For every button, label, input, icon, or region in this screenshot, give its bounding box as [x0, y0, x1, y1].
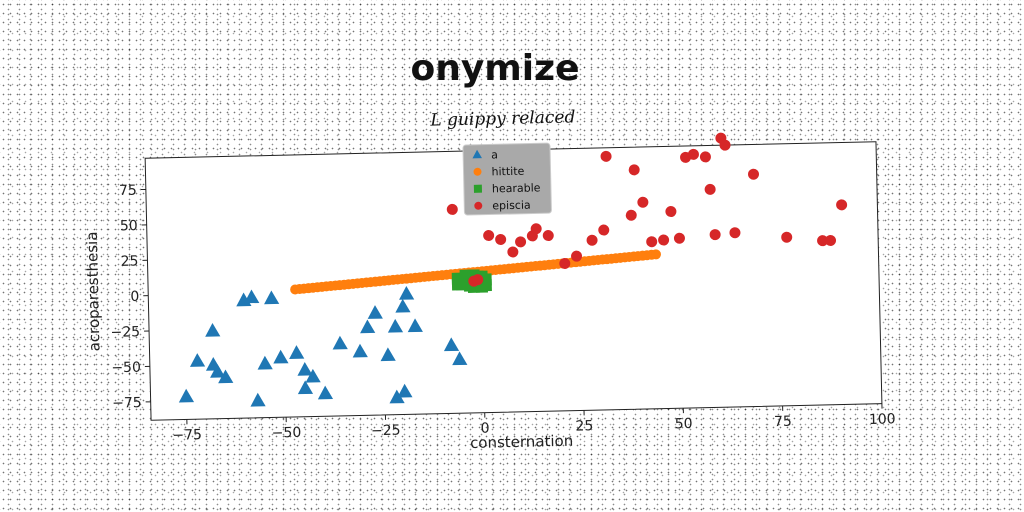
data-points — [178, 132, 848, 407]
legend-label-episcia: episcia — [492, 199, 531, 213]
point-episcia — [836, 199, 848, 211]
legend-marker-hittite — [473, 167, 482, 176]
legend-marker-hearable — [473, 184, 483, 193]
legend-label-hittite: hittite — [491, 165, 524, 179]
point-a — [257, 355, 273, 370]
point-a — [297, 380, 314, 395]
point-episcia — [625, 209, 637, 221]
point-episcia — [817, 235, 829, 247]
point-episcia — [571, 250, 583, 262]
x-tick-label: 0 — [480, 421, 489, 437]
point-a — [317, 385, 334, 400]
point-a — [443, 337, 460, 352]
y-tick-label: 0 — [130, 289, 139, 305]
point-a — [367, 305, 383, 319]
point-a — [264, 290, 280, 305]
point-hittite — [650, 249, 661, 260]
point-a — [389, 389, 405, 404]
y-tick-label: −75 — [112, 395, 142, 412]
point-episcia — [586, 234, 598, 246]
point-a — [250, 392, 266, 407]
point-a — [407, 318, 423, 333]
point-a — [210, 363, 226, 378]
point-a — [399, 286, 415, 300]
point-episcia — [637, 196, 649, 208]
point-a — [332, 335, 348, 350]
point-episcia — [542, 230, 554, 242]
point-a — [380, 347, 396, 362]
point-hearable — [451, 278, 465, 291]
point-episcia — [729, 227, 741, 239]
point-a — [289, 345, 305, 359]
point-episcia — [704, 183, 716, 195]
y-axis-label: acroparesthesia — [83, 231, 104, 351]
y-tick-label: 25 — [120, 253, 138, 269]
legend-box — [462, 142, 552, 216]
point-episcia — [719, 139, 731, 151]
point-episcia — [515, 236, 527, 248]
plot-area: −75 −50 −25 0 25 50 75 100 −75 −50 −25 0 25 50 75 con… — [83, 132, 896, 452]
point-episcia — [628, 164, 640, 176]
point-episcia — [483, 229, 495, 241]
point-episcia — [748, 168, 760, 180]
y-tick-label: 50 — [120, 218, 138, 234]
point-a — [352, 343, 368, 358]
x-tick-label: −50 — [272, 425, 302, 442]
point-episcia — [781, 231, 793, 243]
point-episcia — [446, 203, 458, 215]
x-tick-label: −25 — [371, 423, 401, 440]
point-episcia — [673, 232, 685, 244]
point-episcia — [646, 236, 658, 248]
chart-title: onymize — [410, 48, 579, 89]
x-tick-label: 100 — [869, 411, 896, 428]
legend-marker-episcia — [474, 201, 483, 210]
x-tick-label: −75 — [172, 427, 202, 444]
point-a — [360, 319, 376, 334]
legend-marker-a — [472, 149, 482, 159]
point-episcia — [600, 150, 612, 162]
x-axis-label: consternation — [470, 432, 574, 452]
legend-label-hearable: hearable — [492, 181, 541, 195]
point-a — [387, 318, 404, 333]
point-episcia — [559, 258, 571, 270]
chart-subtitle: L guippy relaced — [429, 107, 575, 130]
point-episcia — [699, 151, 711, 163]
point-episcia — [687, 148, 699, 160]
point-a — [305, 368, 321, 383]
y-tick-label: 75 — [119, 183, 137, 199]
x-tick-label: 50 — [675, 416, 693, 432]
y-tick-label: −50 — [111, 360, 141, 377]
point-a — [205, 323, 221, 337]
point-a — [218, 369, 234, 384]
point-a — [273, 349, 289, 364]
point-episcia — [472, 274, 484, 286]
point-a — [452, 351, 468, 366]
point-a — [189, 353, 206, 367]
point-a — [397, 383, 413, 398]
point-episcia — [495, 233, 507, 245]
point-episcia — [825, 234, 837, 246]
point-a — [395, 298, 411, 313]
point-episcia — [507, 246, 519, 258]
y-tick-label: −25 — [110, 324, 140, 341]
x-tick-label: 75 — [774, 414, 792, 430]
point-episcia — [709, 229, 721, 241]
legend: a hittite hearable episcia — [462, 142, 552, 216]
point-episcia — [530, 223, 542, 235]
y-axis: −75 −50 −25 0 25 50 75 — [110, 183, 151, 412]
x-axis: −75 −50 −25 0 25 50 75 100 — [172, 403, 896, 444]
point-episcia — [598, 224, 610, 236]
point-a — [178, 388, 195, 403]
point-episcia — [658, 234, 670, 246]
point-episcia — [665, 206, 677, 218]
x-tick-label: 25 — [575, 418, 593, 434]
legend-label-a: a — [491, 148, 498, 161]
point-a — [244, 289, 260, 304]
point-a — [297, 361, 313, 376]
